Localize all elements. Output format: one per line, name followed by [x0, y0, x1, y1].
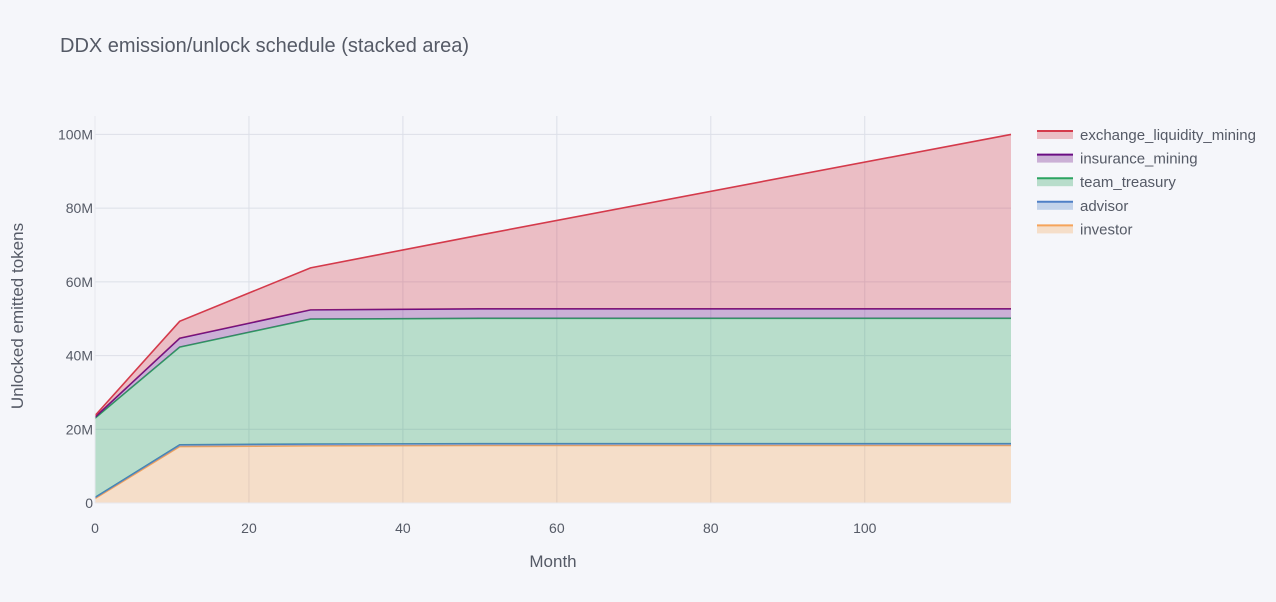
- y-tick-label: 0: [85, 495, 93, 511]
- y-tick-label: 40M: [66, 348, 93, 364]
- legend-swatch: [1037, 201, 1073, 210]
- x-tick-label: 20: [241, 520, 257, 536]
- line-team_treasury: [94, 317, 1011, 419]
- area-investor: [95, 445, 1011, 503]
- stacked-areas: [94, 133, 1012, 503]
- y-tick-label: 80M: [66, 200, 93, 216]
- area-exchange_liquidity_mining: [95, 134, 1011, 418]
- legend-label: team_treasury: [1080, 174, 1176, 191]
- legend-label: insurance_mining: [1080, 151, 1198, 168]
- y-tick-label: 20M: [66, 421, 93, 437]
- legend-item-investor: investor: [1037, 221, 1133, 238]
- line-exchange_liquidity_mining: [94, 133, 1012, 417]
- legend-item-team_treasury: team_treasury: [1037, 174, 1176, 191]
- legend-item-insurance_mining: insurance_mining: [1037, 151, 1198, 168]
- x-tick-label: 100: [853, 520, 877, 536]
- legend-swatch: [1037, 131, 1073, 139]
- axes: 0 20 40 60 80 100 0 20M 40M 60M 80M 100M: [58, 116, 1011, 536]
- legend-label: investor: [1080, 221, 1133, 238]
- x-tick-label: 0: [91, 520, 99, 536]
- y-tick-label: 100M: [58, 126, 93, 142]
- line-investor: [94, 444, 1011, 500]
- x-tick-label: 40: [395, 520, 411, 536]
- legend-item-exchange_liquidity_mining: exchange_liquidity_mining: [1037, 127, 1256, 144]
- legend-item-advisor: advisor: [1037, 198, 1128, 215]
- y-axis-title: Unlocked emitted tokens: [8, 223, 27, 409]
- x-axis-title: Month: [529, 552, 576, 571]
- legend-label: exchange_liquidity_mining: [1080, 127, 1256, 144]
- legend: exchange_liquidity_mining insurance_minin…: [1037, 127, 1256, 238]
- x-tick-label: 80: [703, 520, 719, 536]
- legend-swatch: [1037, 178, 1073, 187]
- legend-swatch: [1037, 154, 1073, 163]
- legend-swatch: [1037, 225, 1073, 234]
- y-tick-label: 60M: [66, 274, 93, 290]
- legend-label: advisor: [1080, 198, 1128, 215]
- chart-title: DDX emission/unlock schedule (stacked ar…: [60, 35, 469, 57]
- line-insurance_mining: [94, 307, 1011, 418]
- area-team_treasury: [95, 318, 1011, 498]
- x-tick-label: 60: [549, 520, 565, 536]
- line-advisor: [94, 442, 1011, 499]
